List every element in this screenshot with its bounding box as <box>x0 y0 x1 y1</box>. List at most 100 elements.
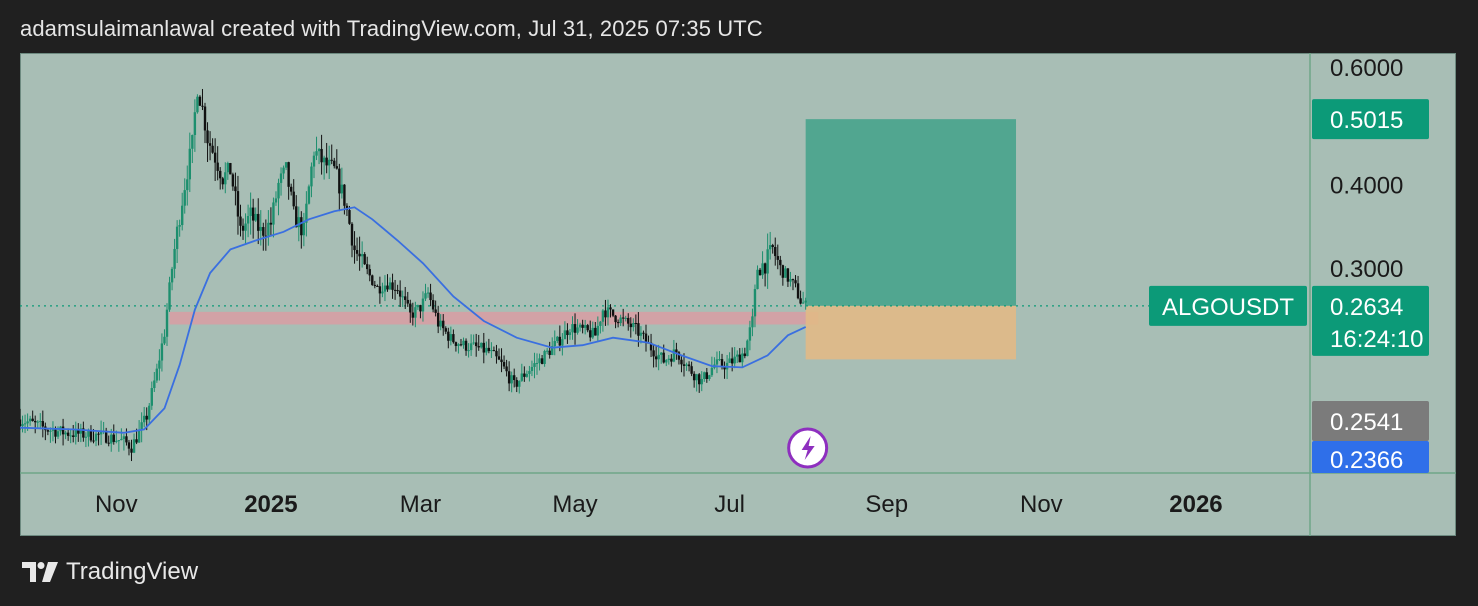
candle-down <box>320 148 323 163</box>
candle-down <box>72 435 75 437</box>
y-axis-tick-label: 0.3000 <box>1330 256 1403 283</box>
candle-down <box>127 442 131 449</box>
candle-down <box>436 312 440 327</box>
candle-up <box>249 207 252 216</box>
candle-down <box>350 223 354 246</box>
candle-up <box>188 148 192 180</box>
candle-up <box>158 360 161 369</box>
target-zone[interactable] <box>805 119 1017 306</box>
candle-up <box>553 340 556 347</box>
candle-up <box>801 302 805 304</box>
tradingview-logo-icon[interactable] <box>20 559 60 585</box>
candle-down <box>680 359 683 365</box>
candle-down <box>77 428 80 434</box>
candle-up <box>388 282 392 290</box>
stop-zone[interactable] <box>805 305 1017 360</box>
candle-down <box>348 210 351 224</box>
candle-down <box>459 344 463 346</box>
candle-up <box>467 350 470 352</box>
x-axis-tick-label: May <box>552 491 597 518</box>
candle-up <box>538 358 541 363</box>
candle-down <box>594 327 597 336</box>
candle-down <box>558 336 562 346</box>
candle-down <box>705 372 709 379</box>
candle-up <box>148 405 151 420</box>
candle-up <box>297 217 300 228</box>
last-price-label: 0.2634 <box>1330 294 1403 321</box>
price-chart[interactable]: 0.6000 0.4000 0.3000 Nov 2025 Mar May Jul Sep Nov… <box>20 53 1456 536</box>
candle-up <box>421 298 425 312</box>
candle-down <box>627 317 630 324</box>
candle-up <box>568 332 572 336</box>
candle-down <box>198 96 202 106</box>
candle-up <box>746 340 749 357</box>
moving-average-line <box>20 206 807 434</box>
candle-up <box>193 112 197 136</box>
candle-up <box>74 428 77 437</box>
candle-up <box>485 347 488 353</box>
candle-up <box>279 173 283 183</box>
candle-down <box>621 317 625 319</box>
candle-down <box>779 259 782 266</box>
candles-layer <box>20 88 807 462</box>
x-axis-tick-label: Jul <box>714 491 745 518</box>
candle-down <box>799 298 802 304</box>
candle-up <box>756 269 759 290</box>
target-price-label: 0.5015 <box>1330 107 1403 134</box>
candle-up <box>315 151 318 156</box>
candle-up <box>137 430 141 443</box>
candle-down <box>300 217 303 236</box>
candle-down <box>723 366 726 370</box>
candle-up <box>21 424 24 427</box>
candle-up <box>462 340 465 346</box>
candle-up <box>545 350 549 352</box>
candle-up <box>150 388 153 406</box>
candle-up <box>259 227 262 231</box>
candle-down <box>611 309 615 316</box>
candle-up <box>715 359 719 365</box>
candle-up <box>381 291 384 294</box>
candle-up <box>576 327 579 333</box>
candle-up <box>322 157 326 163</box>
candle-down <box>46 430 50 432</box>
candle-up <box>84 436 88 438</box>
candle-down <box>500 359 503 363</box>
candle-down <box>239 216 242 226</box>
candle-down <box>609 307 612 310</box>
candle-down <box>333 160 336 167</box>
candle-down <box>776 256 779 260</box>
target-price-badge <box>1312 99 1429 140</box>
candle-up <box>191 135 194 149</box>
candle-up <box>310 166 313 187</box>
candle-up <box>163 336 166 344</box>
candle-down <box>442 320 445 329</box>
candle-down <box>366 264 369 270</box>
candle-down <box>411 312 415 318</box>
candle-up <box>525 373 529 377</box>
gray-price-label: 0.2541 <box>1330 409 1403 436</box>
candle-up <box>606 307 610 318</box>
candle-down <box>406 299 409 304</box>
candle-up <box>520 373 524 381</box>
candle-down <box>652 350 655 357</box>
candle-down <box>791 279 795 281</box>
candle-up <box>424 293 427 299</box>
candle-down <box>477 346 480 348</box>
x-axis-tick-label: 2026 <box>1169 491 1222 518</box>
candle-down <box>654 356 658 360</box>
candle-up <box>305 203 308 223</box>
tradingview-brand[interactable]: TradingView <box>66 558 199 585</box>
candle-up <box>426 292 430 294</box>
candle-up <box>28 418 32 422</box>
candle-up <box>708 375 711 379</box>
candle-up <box>784 268 787 278</box>
candle-down <box>482 342 485 353</box>
candle-down <box>393 289 397 291</box>
candle-down <box>20 419 22 427</box>
candle-down <box>487 347 491 352</box>
candle-up <box>736 354 739 357</box>
candle-down <box>540 358 544 364</box>
candle-down <box>145 415 148 420</box>
candle-down <box>61 426 65 435</box>
zones-layer <box>169 119 1017 360</box>
